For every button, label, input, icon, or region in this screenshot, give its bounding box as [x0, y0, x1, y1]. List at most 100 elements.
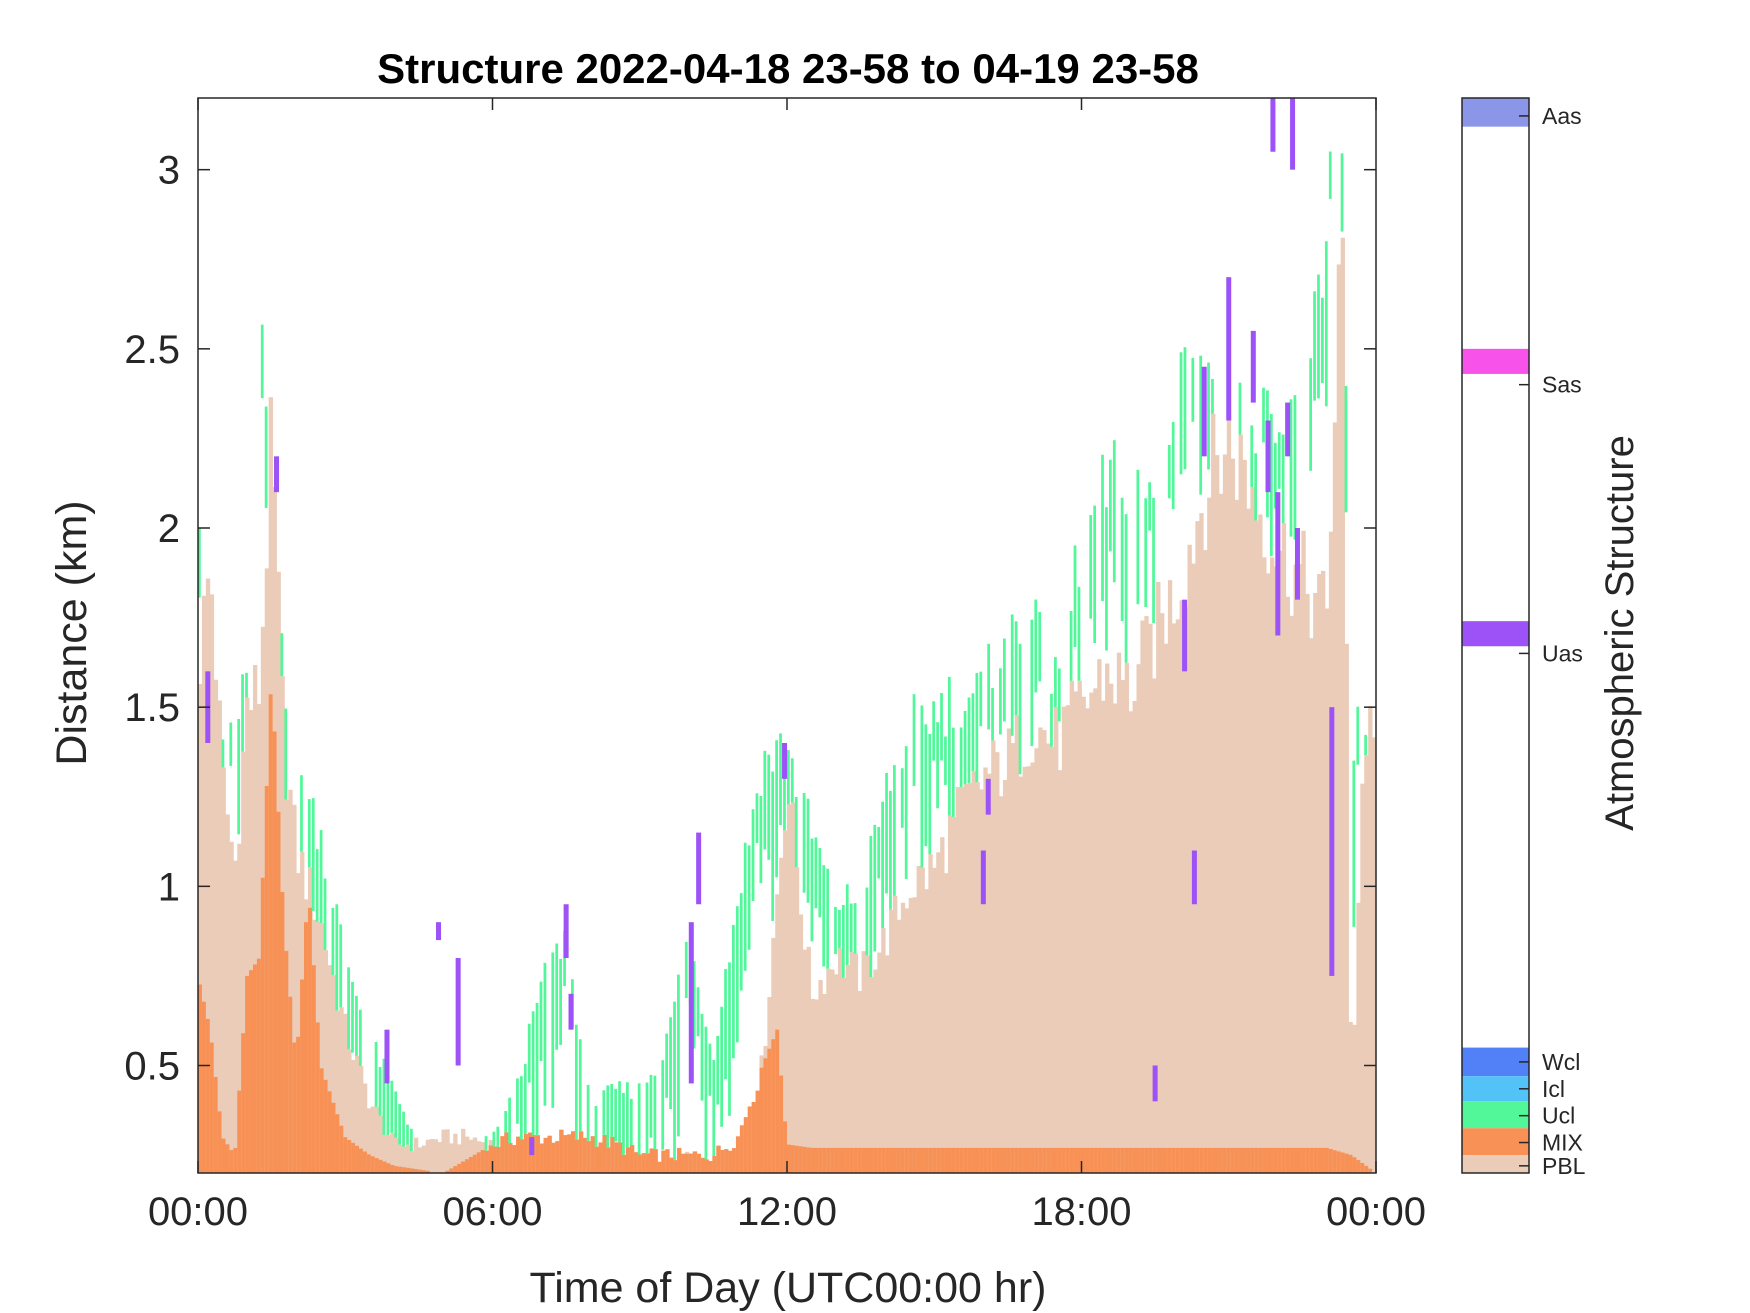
mix-column	[300, 979, 305, 1173]
ucl-segment	[1167, 445, 1171, 499]
pbl-column	[465, 1136, 470, 1173]
pbl-column	[1285, 596, 1291, 1173]
pbl-column	[1269, 557, 1275, 1173]
ucl-segment	[928, 733, 932, 855]
ucl-segment	[712, 1060, 716, 1157]
x-tick-label: 00:00	[148, 1190, 248, 1234]
mix-column	[1144, 1147, 1149, 1173]
pbl-column	[362, 1083, 368, 1173]
ucl-segment	[1317, 274, 1320, 399]
pbl-column	[802, 949, 808, 1173]
mix-column	[680, 1153, 686, 1173]
pbl-column	[441, 1129, 446, 1173]
ucl-segment	[822, 865, 826, 967]
uas-segment	[384, 1029, 390, 1084]
mix-column	[563, 1135, 568, 1173]
pbl-column	[256, 704, 262, 1173]
ucl-segment	[241, 674, 244, 752]
mix-column	[386, 1163, 391, 1173]
mix-column	[268, 694, 274, 1173]
pbl-column	[912, 897, 917, 1173]
mix-column	[1305, 1147, 1310, 1173]
pbl-column	[1203, 550, 1208, 1173]
pbl-column	[787, 804, 792, 1173]
mix-column	[814, 1147, 819, 1173]
mix-column	[1269, 1147, 1275, 1173]
ucl-segment	[1199, 355, 1203, 495]
pbl-column	[461, 1128, 466, 1173]
pbl-column	[1069, 680, 1075, 1173]
mix-column	[1140, 1147, 1145, 1173]
mix-column	[1328, 1149, 1334, 1173]
pbl-column	[810, 999, 815, 1173]
mix-column	[307, 907, 313, 1173]
ucl-segment	[315, 849, 319, 922]
ucl-segment	[1018, 643, 1022, 775]
mix-column	[1293, 1147, 1298, 1173]
ucl-segment	[319, 830, 323, 924]
ucl-segment	[347, 967, 350, 1050]
ucl-segment	[1364, 734, 1367, 756]
mix-column	[779, 1075, 784, 1173]
mix-column	[567, 1134, 572, 1173]
mix-column	[586, 1141, 592, 1173]
mix-column	[366, 1154, 372, 1173]
pbl-column	[1026, 766, 1031, 1173]
colorbar-frame	[1461, 97, 1530, 1174]
pbl-column	[999, 796, 1004, 1173]
plot-area: 00:00 06:00 12:00 18:00 00:00 0.5 1 1.5 2 2.5 3	[124, 97, 1426, 1234]
ucl-segment	[661, 1060, 665, 1150]
x-tick-label: 12:00	[737, 1190, 837, 1234]
pbl-column	[1317, 574, 1322, 1173]
ucl-segment	[704, 1026, 708, 1160]
ucl-segment	[586, 1084, 590, 1142]
mix-column	[873, 1147, 878, 1173]
mix-column	[995, 1147, 1000, 1173]
pbl-column	[1136, 664, 1141, 1173]
uas-segment	[1270, 98, 1276, 152]
mix-column	[955, 1147, 961, 1173]
ucl-segment	[806, 798, 810, 903]
mix-column	[1030, 1147, 1035, 1173]
pbl-column	[288, 789, 293, 1173]
mix-column	[1120, 1147, 1126, 1173]
mix-column	[578, 1131, 584, 1173]
mix-column	[1081, 1147, 1086, 1173]
ucl-segment	[1289, 399, 1293, 537]
mix-column	[641, 1153, 647, 1173]
ucl-segment	[971, 693, 975, 772]
pbl-column	[900, 902, 906, 1173]
mix-column	[1128, 1147, 1133, 1173]
mix-column	[735, 1136, 741, 1173]
colorbar-label: Atmospheric Structure	[1598, 435, 1642, 831]
mix-column	[704, 1159, 709, 1173]
mix-column	[712, 1156, 717, 1173]
mix-column	[1321, 1147, 1326, 1173]
ucl-segment	[885, 773, 888, 894]
mix-column	[406, 1167, 411, 1173]
mix-column	[1332, 1150, 1338, 1173]
ucl-segment	[1144, 498, 1148, 607]
pbl-column	[249, 710, 254, 1173]
mix-column	[217, 1111, 222, 1173]
pbl-column	[1297, 564, 1302, 1173]
ucl-segment	[496, 1126, 500, 1147]
ucl-segment	[284, 708, 288, 800]
mix-column	[1199, 1147, 1204, 1173]
mix-column	[708, 1160, 713, 1173]
ucl-segment	[932, 701, 936, 761]
ucl-segment	[492, 1131, 496, 1147]
ucl-segment	[1207, 362, 1210, 470]
uas-segment	[1226, 277, 1232, 421]
pbl-column	[959, 787, 965, 1173]
pbl-column	[1230, 458, 1236, 1173]
mix-column	[484, 1150, 489, 1173]
ucl-segment	[944, 736, 947, 785]
ucl-segment	[947, 676, 951, 816]
mix-column	[1057, 1147, 1063, 1173]
pbl-column	[1077, 680, 1082, 1173]
pbl-column	[209, 594, 215, 1173]
pbl-column	[995, 752, 1000, 1173]
pbl-column	[1160, 613, 1165, 1173]
ucl-segment	[893, 765, 896, 896]
